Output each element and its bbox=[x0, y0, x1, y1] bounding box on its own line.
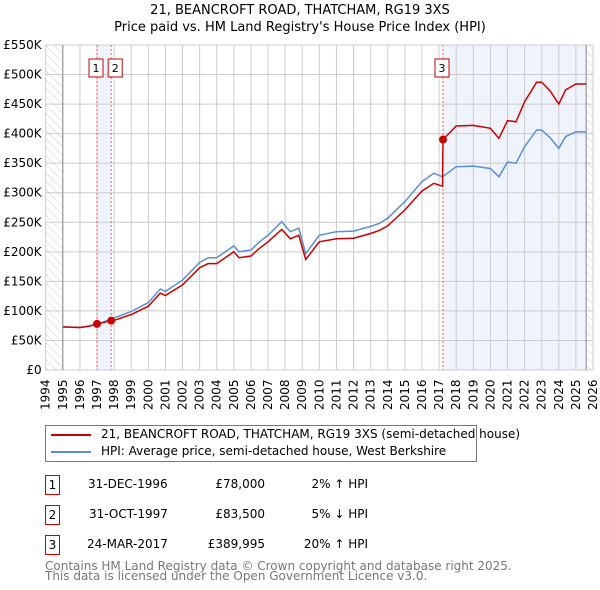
sale-point bbox=[439, 135, 448, 144]
sale-label-box bbox=[88, 58, 104, 78]
y-tick-label: £450K bbox=[3, 97, 43, 111]
x-tick-label: 2007 bbox=[261, 379, 275, 410]
x-tick-label: 2018 bbox=[449, 379, 463, 410]
x-tick-label: 2020 bbox=[483, 379, 497, 410]
sale-label-box bbox=[434, 58, 450, 78]
y-tick-label: £300K bbox=[3, 186, 43, 200]
x-tick-label: 2004 bbox=[210, 379, 224, 410]
x-tick-label: 2019 bbox=[466, 379, 480, 410]
y-tick-label: £400K bbox=[3, 127, 43, 141]
x-tick-label: 2025 bbox=[569, 379, 583, 410]
x-tick-label: 2017 bbox=[432, 379, 446, 410]
x-tick-label: 2023 bbox=[535, 379, 549, 410]
x-tick-label: 2001 bbox=[158, 379, 172, 410]
x-tick-label: 1997 bbox=[90, 379, 104, 410]
chart-subtitle: Price paid vs. HM Land Registry's House … bbox=[114, 20, 486, 35]
y-tick-label: £250K bbox=[3, 215, 43, 229]
x-tick-label: 2010 bbox=[312, 379, 326, 410]
x-tick-label: 2015 bbox=[398, 379, 412, 410]
y-tick-label: £200K bbox=[3, 245, 43, 259]
transaction-price: £83,500 bbox=[215, 507, 265, 521]
x-tick-label: 1999 bbox=[124, 379, 138, 410]
x-tick-label: 2002 bbox=[176, 379, 190, 410]
transaction-price: £389,995 bbox=[207, 537, 265, 551]
transaction-price: £78,000 bbox=[215, 477, 265, 491]
transaction-badge: 3 bbox=[45, 535, 60, 555]
x-tick-label: 2011 bbox=[329, 379, 343, 410]
sale-label: 2 bbox=[112, 62, 119, 75]
x-tick-label: 1994 bbox=[39, 379, 53, 410]
legend-swatch-property bbox=[51, 434, 91, 436]
x-tick-label: 2013 bbox=[364, 379, 378, 410]
chart-title: 21, BEANCROFT ROAD, THATCHAM, RG19 3XS bbox=[150, 3, 450, 18]
x-tick-label: 2022 bbox=[518, 379, 532, 410]
transaction-hpi: 20% ↑ HPI bbox=[303, 537, 368, 551]
sale-point bbox=[107, 316, 116, 325]
transaction-hpi: 2% ↑ HPI bbox=[311, 477, 368, 491]
sale-label-box bbox=[107, 58, 123, 78]
shaded-period bbox=[97, 45, 112, 370]
x-tick-label: 2016 bbox=[415, 379, 429, 410]
x-tick-label: 2000 bbox=[141, 379, 155, 410]
legend: 21, BEANCROFT ROAD, THATCHAM, RG19 3XS (… bbox=[45, 425, 520, 462]
x-tick-label: 1996 bbox=[73, 379, 87, 410]
x-tick-label: 2021 bbox=[500, 379, 514, 410]
footer-copyright: Contains HM Land Registry data © Crown c… bbox=[45, 559, 512, 573]
transaction-date: 31-DEC-1996 bbox=[88, 477, 168, 491]
x-tick-label: 2009 bbox=[295, 379, 309, 410]
x-tick-label: 2005 bbox=[227, 379, 241, 410]
x-tick-label: 2024 bbox=[552, 379, 566, 410]
y-tick-label: £150K bbox=[3, 274, 43, 288]
transaction-date: 24-MAR-2017 bbox=[87, 537, 168, 551]
shaded-period bbox=[443, 45, 587, 370]
sale-label: 1 bbox=[93, 62, 100, 75]
sale-label: 3 bbox=[439, 62, 446, 75]
transaction-badge: 1 bbox=[45, 475, 60, 495]
legend-label-property: 21, BEANCROFT ROAD, THATCHAM, RG19 3XS (… bbox=[101, 427, 521, 441]
y-tick-label: £550K bbox=[3, 38, 43, 52]
hpi-line bbox=[62, 129, 587, 329]
transaction-badge: 2 bbox=[45, 505, 60, 525]
price-chart: 1994 1995 1996 1997 1998 1999 2000 2001 2002 2003… bbox=[3, 38, 600, 410]
x-tick-label: 2014 bbox=[381, 379, 395, 410]
x-tick-label: 1995 bbox=[56, 379, 70, 410]
y-tick-label: £500K bbox=[3, 68, 43, 82]
x-tick-label: 2006 bbox=[244, 379, 258, 410]
x-tick-label: 2026 bbox=[586, 379, 600, 410]
hatched-region bbox=[45, 45, 63, 370]
x-tick-label: 2003 bbox=[193, 379, 207, 410]
footer-licence: This data is licensed under the Open Gov… bbox=[45, 569, 428, 583]
transaction-date: 31-OCT-1997 bbox=[89, 507, 168, 521]
y-tick-label: £100K bbox=[3, 304, 43, 318]
property-price-line bbox=[62, 81, 587, 329]
transaction-hpi: 5% ↓ HPI bbox=[311, 507, 368, 521]
y-tick-label: £0 bbox=[26, 363, 41, 377]
hatched-region bbox=[586, 45, 593, 370]
legend-swatch-hpi bbox=[51, 451, 91, 453]
y-tick-label: £50K bbox=[11, 333, 43, 347]
x-tick-label: 1998 bbox=[107, 379, 121, 410]
y-tick-label: £350K bbox=[3, 156, 43, 170]
x-tick-label: 2012 bbox=[347, 379, 361, 410]
x-tick-label: 2008 bbox=[278, 379, 292, 410]
legend-label-hpi: HPI: Average price, semi-detached house,… bbox=[101, 444, 447, 458]
sale-point bbox=[93, 319, 102, 328]
